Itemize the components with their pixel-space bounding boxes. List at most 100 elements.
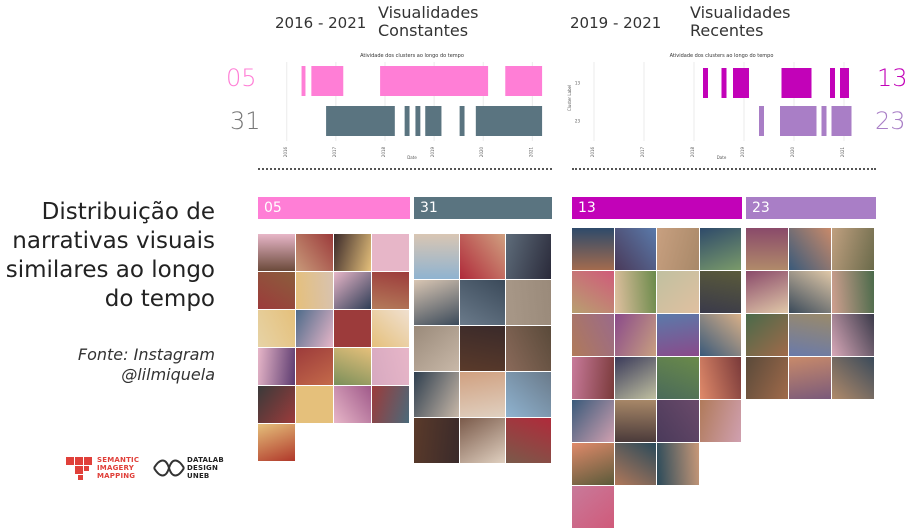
- left-period: 2016 - 2021: [275, 14, 367, 32]
- photo-thumbnail: [657, 443, 699, 485]
- x-tick-label: 2021: [840, 146, 845, 157]
- sim-logo-icon: [66, 457, 92, 480]
- activity-bar-31: [475, 106, 543, 136]
- sim-word-3: MAPPING: [97, 472, 136, 480]
- photo-thumbnail: [614, 357, 656, 399]
- photo-thumbnail: [334, 348, 371, 385]
- activity-bar-23: [831, 106, 852, 136]
- y-tick-label: 13: [575, 81, 581, 86]
- photo-thumbnail: [334, 310, 371, 347]
- photo-thumbnail: [258, 310, 295, 347]
- photo-thumbnail: [506, 326, 551, 371]
- chart-title: Atividade dos clusters ao longo do tempo: [670, 53, 774, 59]
- photo-thumbnail: [258, 386, 295, 423]
- semantic-imagery-mapping-logo: [66, 455, 96, 481]
- photo-thumbnail: [789, 228, 831, 270]
- photo-thumbnail: [296, 272, 333, 309]
- band-cluster-31: 31: [414, 197, 552, 219]
- activity-bar-23: [780, 106, 817, 136]
- main-title-line2: narrativas visuais: [12, 228, 215, 254]
- x-tick-label: 2019: [430, 146, 435, 157]
- photo-thumbnail: [334, 234, 371, 271]
- right-cluster-a-label: 13: [877, 64, 908, 92]
- activity-bar-13: [840, 68, 849, 98]
- photo-thumbnail: [746, 271, 788, 313]
- photo-thumbnail: [258, 272, 295, 309]
- photo-thumbnail: [506, 280, 551, 325]
- photo-thumbnail: [460, 326, 505, 371]
- right-period: 2019 - 2021: [570, 14, 662, 32]
- photo-thumbnail: [614, 271, 656, 313]
- photo-thumbnail: [506, 418, 551, 463]
- chart-title: Atividade dos clusters ao longo do tempo: [360, 53, 464, 59]
- photo-thumbnail: [699, 228, 741, 270]
- activity-bar-13: [781, 68, 812, 98]
- activity-bar-05: [311, 66, 344, 96]
- activity-bar-13: [830, 68, 835, 98]
- source-note: Fonte: Instagram @lilmiquela: [78, 345, 215, 385]
- right-cluster-b-label: 23: [875, 107, 906, 135]
- photo-thumbnail: [657, 400, 699, 442]
- photo-thumbnail: [506, 234, 551, 279]
- photo-thumbnail: [657, 357, 699, 399]
- photo-thumbnail: [334, 386, 371, 423]
- right-title-line1: Visualidades: [690, 3, 791, 22]
- activity-bar-05: [301, 66, 306, 96]
- photo-thumbnail: [746, 314, 788, 356]
- photo-thumbnail: [296, 310, 333, 347]
- photo-thumbnail: [460, 418, 505, 463]
- main-title-line4: do tempo: [104, 286, 215, 312]
- photo-thumbnail: [657, 271, 699, 313]
- photo-thumbnail: [372, 386, 409, 423]
- x-tick-label: 2020: [479, 146, 484, 157]
- photo-thumbnail: [789, 271, 831, 313]
- photo-thumbnail: [614, 314, 656, 356]
- image-grid-cluster-13: [572, 228, 742, 528]
- photo-thumbnail: [372, 272, 409, 309]
- datalab-word-2: DESIGN: [187, 464, 219, 472]
- left-panel-title: Visualidades Constantes: [378, 4, 479, 40]
- activity-bar-31: [459, 106, 465, 136]
- right-panel-title: Visualidades Recentes: [690, 4, 791, 40]
- photo-thumbnail: [372, 234, 409, 271]
- photo-thumbnail: [657, 314, 699, 356]
- left-cluster-b-label: 31: [230, 107, 261, 135]
- photo-thumbnail: [572, 486, 614, 528]
- photo-thumbnail: [699, 357, 741, 399]
- band-cluster-23: 23: [746, 197, 876, 219]
- photo-thumbnail: [832, 357, 874, 399]
- left-timeline-chart: Atividade dos clusters ao longo do tempo…: [283, 53, 543, 160]
- photo-thumbnail: [789, 314, 831, 356]
- datalab-logo: [152, 458, 186, 482]
- photo-thumbnail: [832, 228, 874, 270]
- right-timeline-chart: Atividade dos clusters ao longo do tempo…: [567, 53, 852, 160]
- activity-bar-31: [404, 106, 410, 136]
- left-title-line2: Constantes: [378, 21, 469, 40]
- activity-bar-13: [733, 68, 749, 98]
- photo-thumbnail: [832, 271, 874, 313]
- sim-word-1: SEMANTIC: [97, 456, 140, 464]
- photo-thumbnail: [699, 400, 741, 442]
- main-title-line1: Distribuição de: [41, 199, 215, 225]
- activity-bar-13: [721, 68, 727, 98]
- x-tick-label: 2017: [640, 146, 645, 157]
- photo-thumbnail: [460, 234, 505, 279]
- photo-thumbnail: [334, 272, 371, 309]
- x-axis-label: Date: [407, 155, 417, 160]
- datalab-logo-text: DATALAB DESIGN UNEB: [187, 456, 224, 480]
- x-tick-label: 2018: [690, 146, 695, 157]
- x-tick-label: 2021: [528, 146, 533, 157]
- photo-thumbnail: [657, 228, 699, 270]
- photo-thumbnail: [699, 271, 741, 313]
- photo-thumbnail: [258, 348, 295, 385]
- photo-thumbnail: [460, 280, 505, 325]
- right-title-line2: Recentes: [690, 21, 764, 40]
- photo-thumbnail: [296, 234, 333, 271]
- left-divider: [258, 168, 552, 170]
- main-title: Distribuição de narrativas visuais simil…: [6, 198, 215, 314]
- photo-thumbnail: [789, 357, 831, 399]
- photo-thumbnail: [746, 357, 788, 399]
- source-line1: Fonte: Instagram: [77, 345, 215, 364]
- right-divider: [572, 168, 876, 170]
- photo-thumbnail: [572, 314, 614, 356]
